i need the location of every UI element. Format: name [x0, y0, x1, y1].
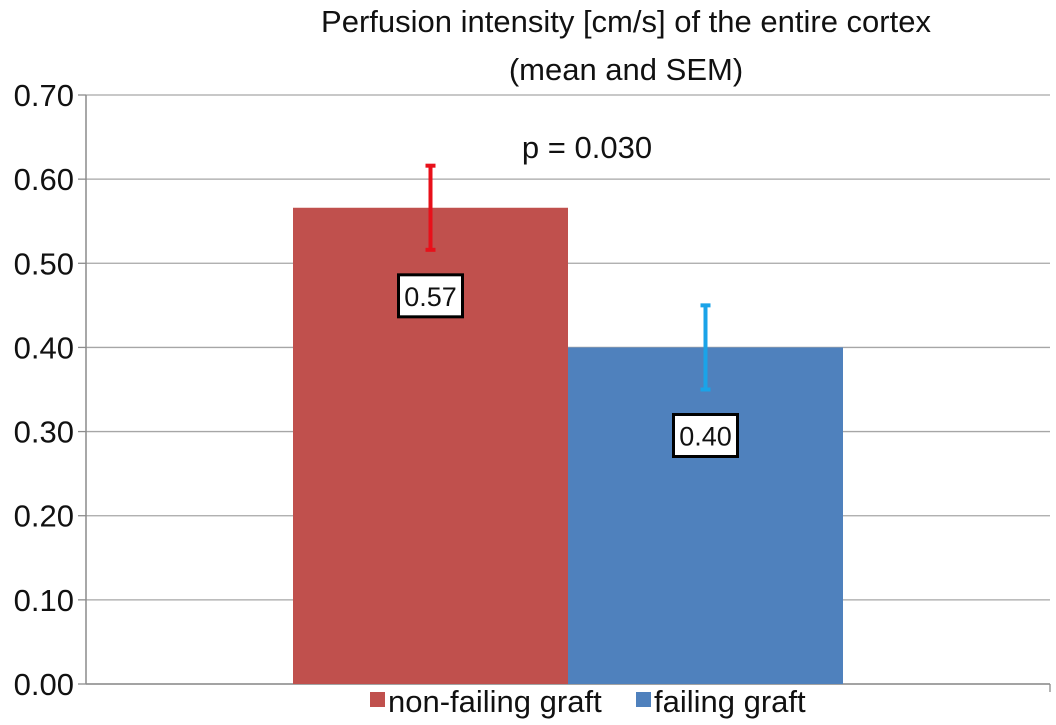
chart-title-line-1: Perfusion intensity [cm/s] of the entire…: [321, 4, 931, 39]
y-tick-label: 0.60: [14, 162, 74, 197]
legend-item: non-failing graft: [370, 684, 602, 719]
y-tick-label: 0.30: [14, 415, 74, 450]
error-bar-non-failing-graft: [425, 163, 436, 252]
bars: [293, 207, 843, 684]
y-tick-label: 0.10: [14, 583, 74, 618]
data-label: 0.40: [672, 413, 739, 458]
legend-swatch: [636, 692, 651, 707]
legend-swatch: [370, 692, 385, 707]
p-value-annotation: p = 0.030: [522, 130, 652, 165]
y-tick-label: 0.70: [14, 78, 74, 113]
svg-text:0.40: 0.40: [679, 422, 732, 452]
svg-text:0.57: 0.57: [404, 282, 457, 312]
bar-failing-graft: [568, 347, 843, 684]
y-tick-label: 0.50: [14, 246, 74, 281]
legend-label: non-failing graft: [388, 684, 602, 719]
legend-item: failing graft: [636, 684, 806, 719]
data-labels: 0.57 0.40: [397, 273, 739, 458]
error-bar-failing-graft: [700, 303, 711, 392]
y-tick-label: 0.20: [14, 499, 74, 534]
legend: non-failing graft failing graft: [370, 684, 806, 719]
chart-title-line-2: (mean and SEM): [509, 52, 743, 87]
y-tick-label: 0.40: [14, 330, 74, 365]
legend-label: failing graft: [654, 684, 806, 719]
data-label: 0.57: [397, 273, 464, 319]
y-axis-ticks: 0.00 0.10 0.20 0.30 0.40 0.50 0.60 0.70: [14, 78, 74, 702]
error-bars: [425, 163, 711, 392]
y-tick-label: 0.00: [14, 667, 74, 702]
